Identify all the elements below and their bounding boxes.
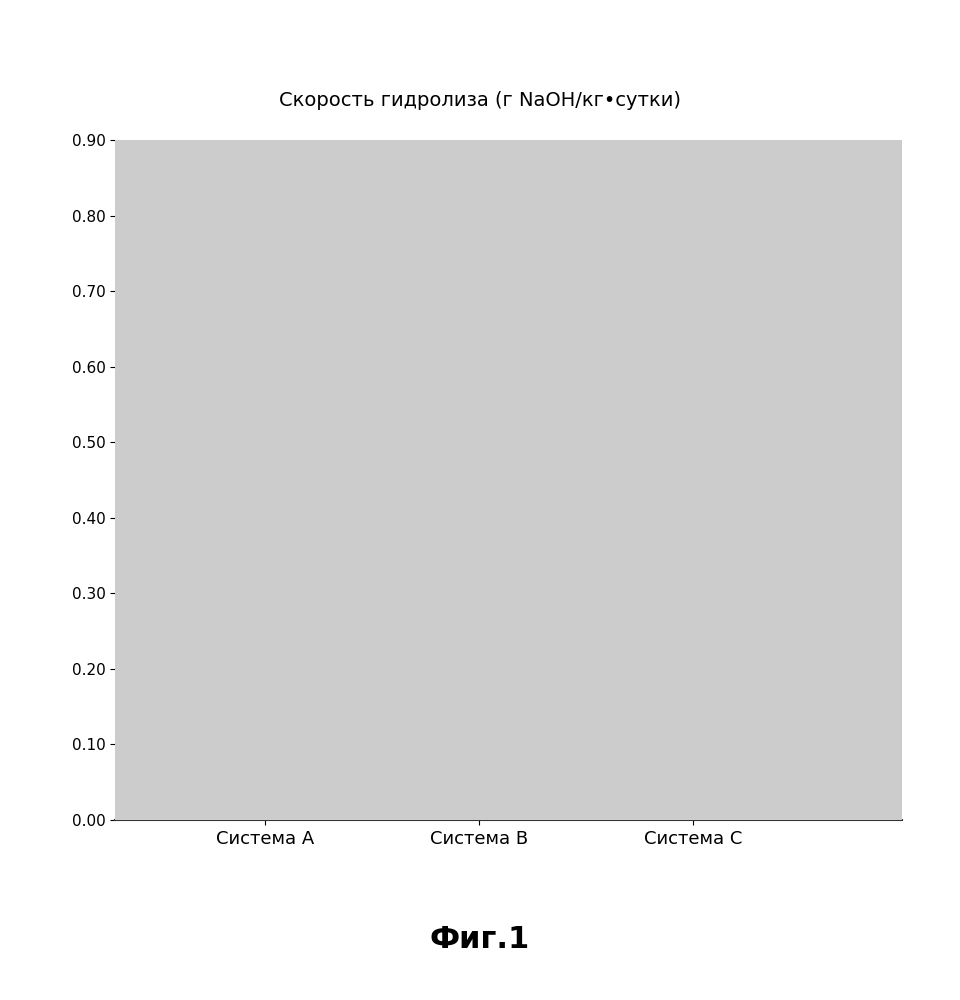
Bar [425,193,533,820]
Polygon shape [533,174,560,820]
Text: Скорость гидролиза (г NaOH/кг•сутки): Скорость гидролиза (г NaOH/кг•сутки) [279,91,681,109]
Polygon shape [211,423,347,442]
Polygon shape [319,423,347,820]
Bar [211,442,319,820]
Text: Фиг.1: Фиг.1 [430,926,530,954]
Bar [639,805,746,820]
Polygon shape [639,786,774,805]
Polygon shape [746,786,774,820]
Polygon shape [425,174,560,193]
